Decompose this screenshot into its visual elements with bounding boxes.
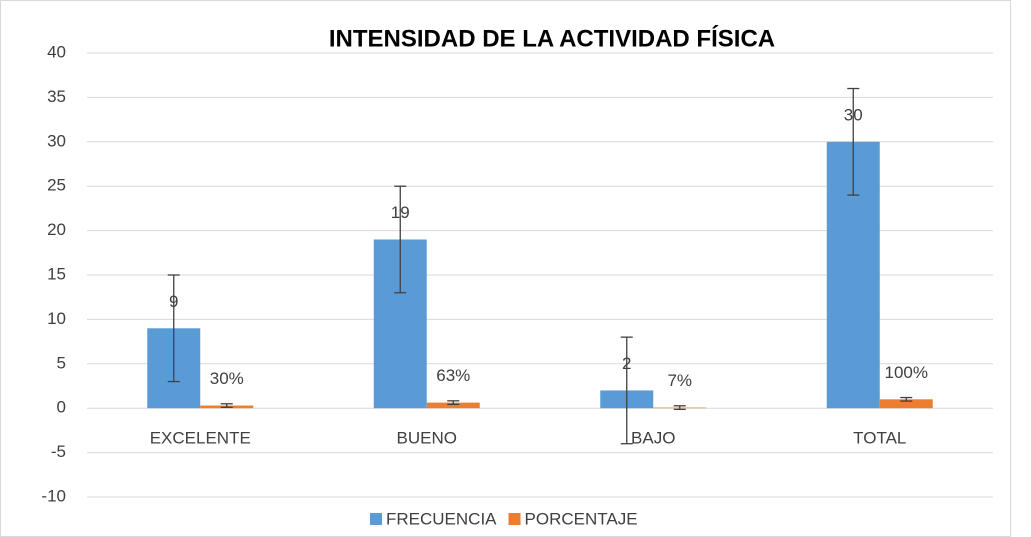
data-label: 63% [436,366,470,385]
x-tick-label: BAJO [631,429,675,448]
data-label: 7% [667,371,692,390]
legend-label: PORCENTAJE [525,509,638,528]
y-tick-label: 40 [47,42,66,61]
data-label: 9 [169,292,178,311]
y-tick-label: 15 [47,264,66,283]
data-label: 2 [622,354,631,373]
bar [879,399,933,409]
y-tick-label: 0 [57,398,66,417]
y-tick-label: 10 [47,309,66,328]
legend-swatch [370,513,382,525]
data-label: 30 [844,105,863,124]
y-tick-label: -5 [51,442,66,461]
y-tick-label: 25 [47,176,66,195]
y-tick-label: 30 [47,131,66,150]
bar [426,402,480,409]
y-tick-label: 5 [57,353,66,372]
data-label: 100% [885,363,928,382]
chart-title: INTENSIDAD DE LA ACTIVIDAD FÍSICA [329,24,775,52]
x-tick-label: EXCELENTE [150,429,251,448]
y-tick-label: -10 [41,486,66,505]
data-label: 19 [391,203,410,222]
x-tick-label: BUENO [397,429,457,448]
data-label: 30% [210,369,244,388]
legend-swatch [508,513,521,525]
x-tick-label: TOTAL [853,429,906,448]
legend-label: FRECUENCIA [386,509,497,528]
y-tick-label: 35 [47,87,66,106]
y-tick-label: 20 [47,220,66,239]
